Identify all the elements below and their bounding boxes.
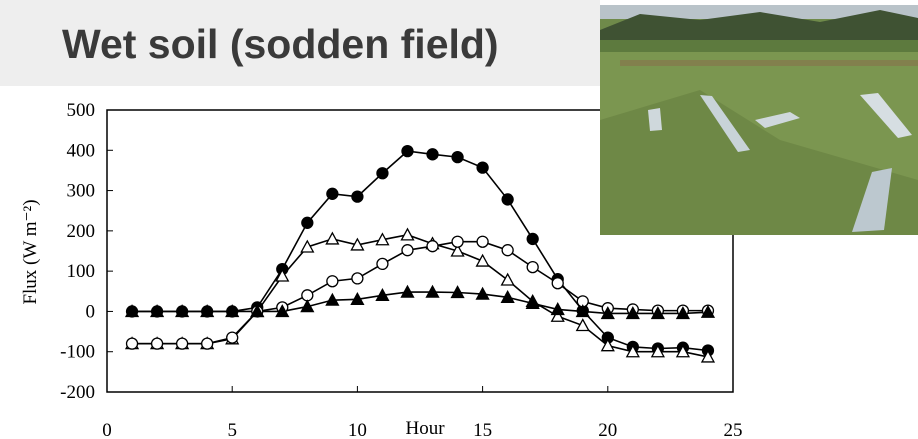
marker xyxy=(275,268,290,282)
series-line xyxy=(132,291,708,315)
marker xyxy=(625,306,640,320)
marker xyxy=(125,337,139,350)
marker xyxy=(401,144,414,158)
marker xyxy=(675,306,691,320)
marker xyxy=(275,304,290,318)
marker xyxy=(551,277,564,290)
title-banner xyxy=(0,0,600,86)
marker xyxy=(650,344,665,358)
marker xyxy=(476,235,489,248)
plot: -200 -100 0 100 200 300 400 500 0 5 10 15 20 25 xyxy=(60,100,742,439)
x-tick-label: 5 xyxy=(227,420,237,439)
x-tick-label: 20 xyxy=(598,420,617,439)
marker xyxy=(325,231,340,245)
marker xyxy=(550,308,565,322)
marker xyxy=(526,260,539,274)
x-tick-label: 15 xyxy=(473,420,492,439)
marker xyxy=(301,289,314,302)
x-tick-label: 25 xyxy=(724,420,743,439)
marker xyxy=(149,304,165,318)
marker xyxy=(401,244,414,257)
marker xyxy=(675,344,691,358)
marker xyxy=(700,349,716,363)
x-axis-label: Hour xyxy=(405,418,445,439)
marker xyxy=(351,190,364,203)
series-line xyxy=(132,234,709,358)
field-photo xyxy=(600,5,918,235)
marker xyxy=(376,257,389,271)
y-tick-label: 100 xyxy=(67,261,96,282)
x-tick-label: 0 xyxy=(102,420,112,439)
y-tick-label: -100 xyxy=(60,342,95,363)
marker xyxy=(451,150,464,164)
y-tick-label: 400 xyxy=(67,140,96,161)
marker xyxy=(150,337,164,350)
marker xyxy=(400,284,415,298)
y-axis-label: Flux (W m⁻²) xyxy=(20,199,41,304)
marker xyxy=(250,304,265,318)
slide-title: Wet soil (sodden field) xyxy=(62,21,499,67)
marker xyxy=(600,306,615,320)
marker xyxy=(700,304,716,318)
marker xyxy=(575,318,590,332)
marker xyxy=(425,284,440,298)
marker xyxy=(426,240,439,253)
marker xyxy=(326,187,339,200)
marker xyxy=(375,232,390,246)
marker xyxy=(550,302,565,316)
y-tick-label: -200 xyxy=(60,382,95,403)
marker xyxy=(575,304,590,318)
x-tick-label: 10 xyxy=(348,420,367,439)
marker xyxy=(501,244,514,257)
marker xyxy=(225,304,240,318)
marker xyxy=(450,285,465,299)
marker xyxy=(526,232,539,246)
marker xyxy=(325,292,340,306)
marker xyxy=(500,272,515,286)
marker xyxy=(375,287,390,301)
marker xyxy=(226,331,239,344)
marker xyxy=(124,304,140,318)
marker xyxy=(475,286,490,300)
y-tick-label: 200 xyxy=(67,221,96,242)
marker xyxy=(451,235,464,248)
marker xyxy=(350,237,365,251)
marker xyxy=(326,275,339,288)
marker xyxy=(300,239,315,253)
y-tick-label: 300 xyxy=(67,181,96,202)
marker xyxy=(201,337,214,350)
marker xyxy=(501,193,514,206)
marker xyxy=(300,299,315,313)
y-tick-label: 500 xyxy=(67,100,96,121)
marker xyxy=(301,216,314,229)
marker xyxy=(175,337,189,350)
plot-frame xyxy=(106,109,734,393)
marker xyxy=(351,272,364,285)
marker xyxy=(426,148,439,161)
marker xyxy=(450,243,465,257)
marker xyxy=(525,296,540,310)
marker xyxy=(476,161,489,174)
marker xyxy=(600,338,615,352)
y-tick-label: 0 xyxy=(86,301,96,322)
marker xyxy=(650,306,665,320)
marker xyxy=(376,167,389,180)
marker xyxy=(475,253,490,267)
marker xyxy=(400,227,415,241)
marker xyxy=(175,304,190,318)
marker xyxy=(200,304,215,318)
marker xyxy=(350,291,365,305)
marker xyxy=(500,289,515,303)
marker xyxy=(625,344,640,358)
